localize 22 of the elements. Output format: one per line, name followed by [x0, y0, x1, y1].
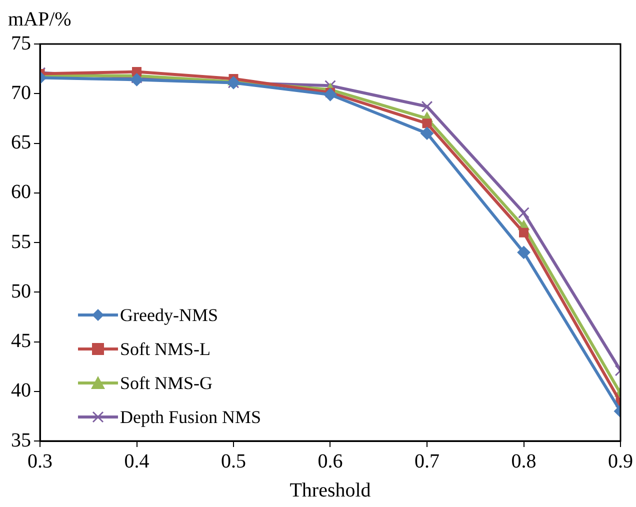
y-axis-title: mAP/%: [8, 8, 72, 30]
y-tick-label: 35: [11, 429, 31, 452]
y-tick-label: 45: [11, 330, 31, 352]
legend-label: Depth Fusion NMS: [120, 406, 262, 430]
x-tick-label: 0.9: [608, 450, 633, 472]
legend-label: Soft NMS-L: [120, 338, 211, 362]
y-tick-label: 40: [11, 380, 31, 402]
x-tick-label: 0.8: [511, 450, 536, 472]
y-tick-label: 75: [11, 32, 31, 54]
x-tick-label: 0.5: [221, 450, 246, 472]
x-tick-label: 0.3: [28, 450, 52, 472]
y-tick-label: 70: [11, 82, 31, 104]
y-tick-label: 60: [11, 181, 31, 204]
y-tick-label: 65: [11, 132, 31, 154]
x-axis-title: Threshold: [290, 479, 371, 502]
y-tick-label: 55: [11, 230, 31, 253]
legend-label: Greedy-NMS: [120, 304, 218, 328]
x-tick-label: 0.6: [318, 450, 343, 472]
legend-label: Soft NMS-G: [120, 372, 213, 396]
y-tick-label: 50: [11, 280, 31, 302]
x-tick-label: 0.4: [124, 450, 150, 472]
x-tick-label: 0.7: [414, 450, 440, 472]
